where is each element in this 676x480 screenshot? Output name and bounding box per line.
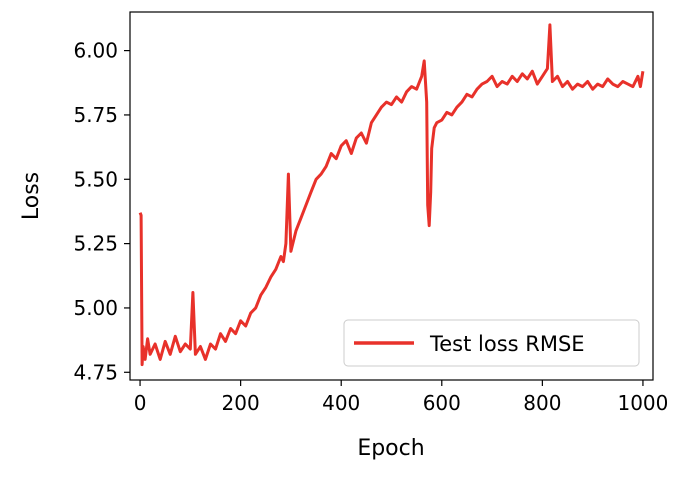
- plot-frame: [129, 11, 654, 381]
- x-tick-label: 1000: [617, 391, 668, 415]
- x-tick-label: 200: [222, 391, 260, 415]
- tick-layer: 0 200 400 600 800 1000 4.75 5.00 5.25 5.50 5.75 6.0…: [73, 39, 668, 415]
- x-tick-label: 0: [134, 391, 147, 415]
- legend-label: Test loss RMSE: [429, 332, 585, 356]
- x-tick-label: 400: [322, 391, 360, 415]
- y-tick-label: 6.00: [73, 39, 118, 63]
- legend-box: [343, 319, 640, 367]
- y-tick-label: 5.00: [73, 296, 118, 320]
- y-tick-label: 5.25: [73, 232, 118, 256]
- x-tick-label: 600: [423, 391, 461, 415]
- series-line-test-loss-rmse: [138, 23, 645, 367]
- plot-area: [130, 12, 653, 380]
- y-tick-label: 5.50: [73, 167, 118, 191]
- y-axis-label: Loss: [19, 172, 44, 220]
- y-tick-label: 4.75: [73, 360, 118, 384]
- legend: Test loss RMSE: [343, 319, 640, 367]
- y-tick-label: 5.75: [73, 103, 118, 127]
- x-axis-label: Epoch: [357, 436, 424, 461]
- x-tick-label: 800: [523, 391, 561, 415]
